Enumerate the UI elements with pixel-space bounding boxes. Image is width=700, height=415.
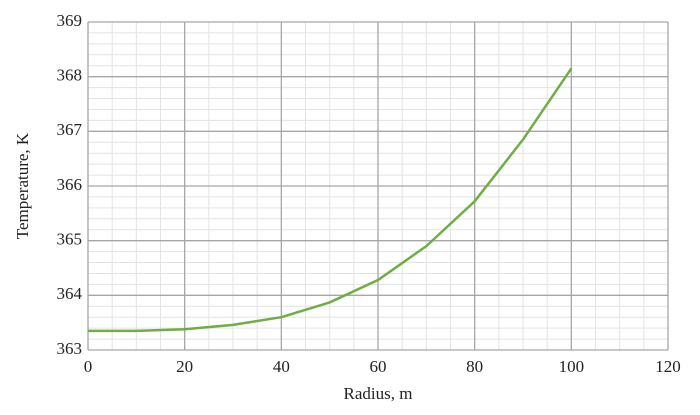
x-tick-label: 60: [370, 357, 387, 376]
x-tick-label: 100: [559, 357, 585, 376]
x-tick-label: 0: [84, 357, 93, 376]
x-tick-label: 80: [466, 357, 483, 376]
x-axis-label: Radius, m: [344, 384, 413, 403]
y-tick-label: 367: [57, 120, 83, 139]
y-tick-label: 366: [57, 175, 83, 194]
y-tick-label: 368: [57, 66, 83, 85]
y-tick-label: 369: [57, 11, 83, 30]
y-tick-label: 364: [57, 284, 83, 303]
x-tick-label: 120: [655, 357, 681, 376]
line: [88, 67, 573, 333]
x-tick-label: 20: [176, 357, 193, 376]
y-tick-label: 365: [57, 230, 83, 249]
x-tick-label: 40: [273, 357, 290, 376]
y-tick-label: 363: [57, 339, 83, 358]
y-axis-label: Temperature, K: [13, 132, 32, 239]
